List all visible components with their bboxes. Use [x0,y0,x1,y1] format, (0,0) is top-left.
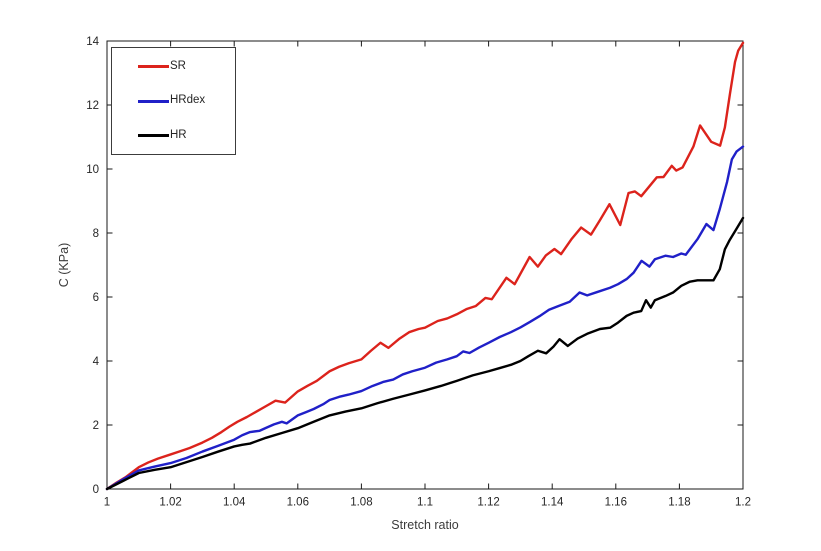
x-tick-label: 1.1 [417,497,433,509]
legend-line-sr-icon [138,65,169,69]
y-tick-label: 0 [93,484,99,496]
x-tick-label: 1.02 [159,497,181,509]
legend-label-hrdex: HRdex [170,94,206,107]
x-tick-label: 1 [104,497,110,509]
y-tick-label: 2 [93,420,99,432]
legend-item-hr: HR [112,120,235,151]
legend-box: SR HRdex HR [111,47,236,155]
legend-line-hr-icon [138,133,169,137]
y-tick-label: 8 [93,228,99,240]
series-layer [105,41,745,491]
legend-item-sr: SR [112,51,235,82]
x-tick-label: 1.04 [223,497,246,509]
y-axis-label: C (KPa) [57,242,71,288]
y-tick-label: 10 [86,164,99,176]
legend-label-hr: HR [170,128,187,141]
legend-label-sr: SR [170,60,186,72]
axes-layer: 1 1.02 1.04 1.06 1.08 1.1 1.12 1.14 1.16 1.18 1.2 0… [86,36,751,509]
legend-line-hrdex-icon [138,99,169,103]
series-line-hr [105,216,745,491]
x-axis-label: Stretch ratio [391,518,459,532]
series-line-sr [105,41,745,491]
x-tick-label: 1.16 [605,497,627,509]
y-tick-label: 4 [93,356,100,368]
x-tick-label: 1.2 [735,497,751,509]
x-tick-label: 1.18 [668,497,690,509]
y-tick-label: 6 [93,292,99,304]
y-tick-label: 12 [86,100,99,112]
series-line-hrdex [105,145,745,491]
x-tick-label: 1.06 [287,497,309,509]
x-tick-label: 1.12 [477,497,499,509]
x-tick-label: 1.14 [541,497,564,509]
y-tick-label: 14 [86,36,99,48]
x-tick-label: 1.08 [350,497,372,509]
legend-item-hrdex: HRdex [112,86,235,117]
